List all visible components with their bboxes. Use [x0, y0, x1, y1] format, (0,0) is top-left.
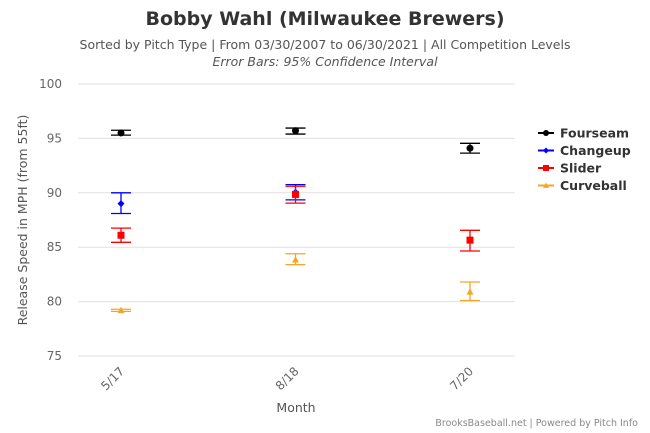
y-tick-label: 90 [47, 186, 62, 200]
legend-curveball-label: Curveball [560, 178, 627, 193]
legend-fourseam-marker [543, 130, 549, 136]
x-tick-label: 8/18 [273, 364, 302, 393]
legend-changeup-marker [543, 147, 549, 154]
fourseam-point [292, 127, 299, 135]
x-tick-label: 5/17 [98, 364, 127, 393]
changeup-point [117, 200, 125, 208]
slider-point [292, 190, 299, 198]
slider-point [117, 231, 125, 239]
y-tick-label: 85 [47, 240, 62, 254]
legend-slider-label: Slider [560, 161, 602, 176]
y-tick-label: 75 [47, 349, 62, 363]
legend-curveball-marker [543, 182, 549, 188]
chart-subtitle: Sorted by Pitch Type | From 03/30/2007 t… [79, 37, 571, 52]
legend-changeup-label: Changeup [560, 143, 631, 158]
fourseam-point [466, 144, 474, 152]
y-tick-label: 100 [39, 77, 62, 91]
chart-title: Bobby Wahl (Milwaukee Brewers) [145, 8, 505, 30]
credit-text: BrooksBaseball.net | Powered by Pitch In… [435, 418, 638, 429]
slider-point [466, 236, 474, 244]
x-tick-label: 7/20 [447, 364, 476, 393]
y-tick-label: 80 [47, 295, 62, 309]
fourseam-point [117, 129, 125, 137]
curveball-point [292, 256, 299, 263]
x-axis-label: Month [276, 400, 315, 415]
curveball-point [466, 288, 474, 295]
legend-fourseam-label: Fourseam [560, 126, 629, 141]
legend-slider-marker [543, 165, 549, 171]
y-tick-label: 95 [47, 131, 62, 145]
curveball-point [117, 306, 125, 314]
chart-subtitle-errorbars: Error Bars: 95% Confidence Interval [212, 54, 438, 69]
y-axis-label: Release Speed in MPH (from 55ft) [15, 115, 30, 326]
